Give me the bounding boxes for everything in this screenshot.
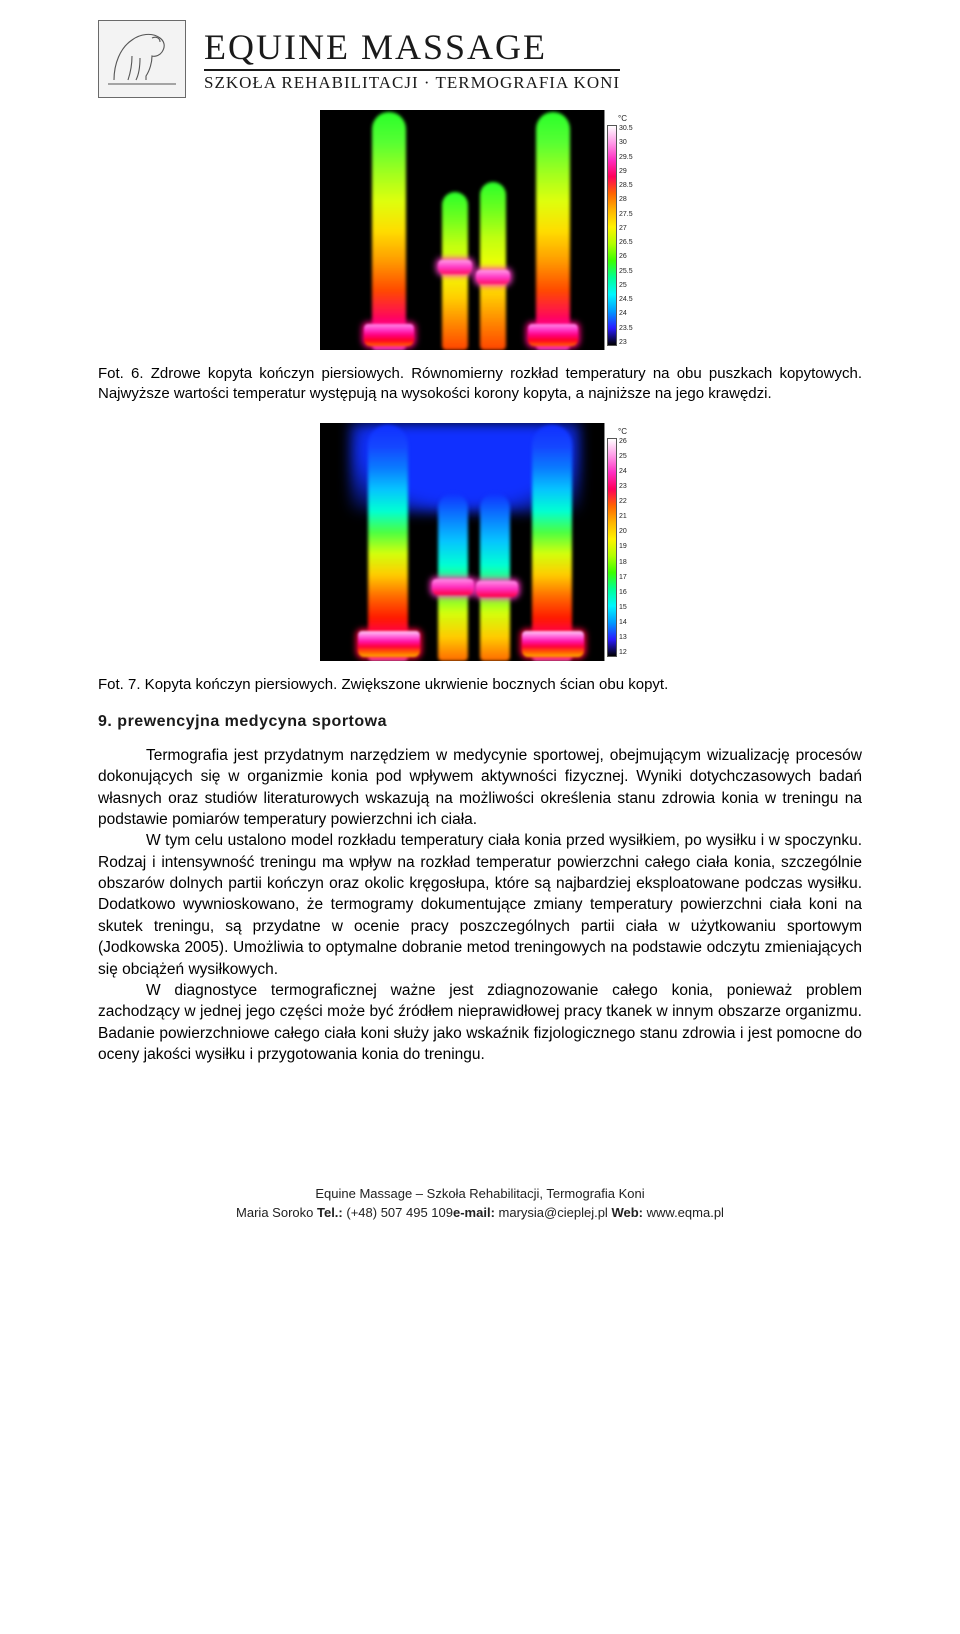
scale-tick: 25 xyxy=(619,282,638,289)
scale-gradient-bar xyxy=(607,125,617,346)
scale-tick: 24 xyxy=(619,468,638,475)
thermo-leg xyxy=(536,112,570,350)
thermo-hoof xyxy=(528,324,578,346)
thermogram-1: °C 30.5 30 29.5 29 28.5 28 27.5 27 26.5 26 25.5 25 2… xyxy=(320,110,640,350)
scale-tick: 22 xyxy=(619,498,638,505)
thermo-hoof xyxy=(522,631,584,657)
footer-email: marysia@cieplej.pl xyxy=(499,1205,608,1220)
scale-tick: 19 xyxy=(619,543,638,550)
header-text-block: EQUINE MASSAGE SZKOŁA REHABILITACJI · TE… xyxy=(204,26,620,93)
scale-tick-labels: 26 25 24 23 22 21 20 19 18 17 16 15 14 13 12 xyxy=(617,438,638,657)
scale-tick: 26 xyxy=(619,438,638,445)
figure-2-caption: Fot. 7. Kopyta kończyn piersiowych. Zwię… xyxy=(98,675,862,695)
scale-tick: 26 xyxy=(619,253,638,260)
scale-tick: 23 xyxy=(619,483,638,490)
thermo-hoof xyxy=(476,270,510,284)
footer-author: Maria Soroko xyxy=(236,1205,313,1220)
scale-tick: 25.5 xyxy=(619,268,638,275)
page-header: EQUINE MASSAGE SZKOŁA REHABILITACJI · TE… xyxy=(98,20,862,98)
scale-gradient-bar xyxy=(607,438,617,657)
thermo-leg xyxy=(438,493,468,661)
footer-web-label: Web: xyxy=(611,1205,643,1220)
page-footer: Equine Massage – Szkoła Rehabilitacji, T… xyxy=(98,1185,862,1223)
scale-tick: 23 xyxy=(619,339,638,346)
scale-tick: 27 xyxy=(619,225,638,232)
thermogram-1-scale: °C 30.5 30 29.5 29 28.5 28 27.5 27 26.5 26 25.5 25 2… xyxy=(604,110,640,350)
horse-logo-icon xyxy=(102,24,182,94)
footer-line-2: Maria Soroko Tel.: (+48) 507 495 109e-ma… xyxy=(98,1204,862,1223)
scale-tick: 12 xyxy=(619,649,638,656)
scale-tick: 14 xyxy=(619,619,638,626)
scale-tick: 26.5 xyxy=(619,239,638,246)
footer-tel: (+48) 507 495 109 xyxy=(346,1205,453,1220)
footer-tel-label: Tel.: xyxy=(317,1205,343,1220)
thermo-hoof xyxy=(432,579,474,595)
scale-tick: 28.5 xyxy=(619,182,638,189)
thermo-leg xyxy=(480,182,506,350)
figure-2-container: °C 26 25 24 23 22 21 20 19 18 17 16 15 14 13 12 xyxy=(98,423,862,661)
thermogram-2: °C 26 25 24 23 22 21 20 19 18 17 16 15 14 13 12 xyxy=(320,423,640,661)
header-subtitle: SZKOŁA REHABILITACJI · TERMOGRAFIA KONI xyxy=(204,69,620,93)
scale-tick: 16 xyxy=(619,589,638,596)
scale-tick: 30.5 xyxy=(619,125,638,132)
scale-tick: 17 xyxy=(619,574,638,581)
scale-tick: 25 xyxy=(619,453,638,460)
scale-tick: 24 xyxy=(619,310,638,317)
thermo-hoof xyxy=(358,631,420,657)
thermo-leg xyxy=(368,425,408,661)
scale-tick: 29 xyxy=(619,168,638,175)
scale-tick: 28 xyxy=(619,196,638,203)
scale-tick: 13 xyxy=(619,634,638,641)
thermo-hoof xyxy=(476,581,518,597)
scale-tick: 21 xyxy=(619,513,638,520)
scale-tick: 15 xyxy=(619,604,638,611)
footer-email-label: e-mail: xyxy=(453,1205,495,1220)
thermo-hoof xyxy=(438,260,472,274)
paragraph-3: W diagnostyce termograficznej ważne jest… xyxy=(98,980,862,1066)
thermo-leg xyxy=(372,112,406,350)
thermogram-2-scale: °C 26 25 24 23 22 21 20 19 18 17 16 15 14 13 12 xyxy=(604,423,640,661)
scale-unit-label: °C xyxy=(607,427,638,436)
scale-tick: 24.5 xyxy=(619,296,638,303)
footer-line-1: Equine Massage – Szkoła Rehabilitacji, T… xyxy=(98,1185,862,1204)
scale-tick: 30 xyxy=(619,139,638,146)
section-heading: 9. prewencyjna medycyna sportowa xyxy=(98,713,862,731)
thermo-leg xyxy=(480,493,510,661)
figure-1-container: °C 30.5 30 29.5 29 28.5 28 27.5 27 26.5 26 25.5 25 2… xyxy=(98,110,862,350)
thermogram-1-image xyxy=(320,110,604,350)
paragraph-1: Termografia jest przydatnym narzędziem w… xyxy=(98,745,862,831)
scale-tick: 18 xyxy=(619,559,638,566)
thermo-leg xyxy=(532,425,572,661)
document-page: EQUINE MASSAGE SZKOŁA REHABILITACJI · TE… xyxy=(0,0,960,1253)
header-logo xyxy=(98,20,186,98)
thermogram-2-image xyxy=(320,423,604,661)
header-title: EQUINE MASSAGE xyxy=(204,26,620,68)
scale-tick: 27.5 xyxy=(619,211,638,218)
scale-tick: 23.5 xyxy=(619,325,638,332)
scale-unit-label: °C xyxy=(607,114,638,123)
thermo-hoof xyxy=(364,324,414,346)
footer-web: www.eqma.pl xyxy=(647,1205,724,1220)
scale-tick: 29.5 xyxy=(619,154,638,161)
figure-1-caption: Fot. 6. Zdrowe kopyta kończyn piersiowyc… xyxy=(98,364,862,405)
scale-tick-labels: 30.5 30 29.5 29 28.5 28 27.5 27 26.5 26 25.5 25 24.5… xyxy=(617,125,638,346)
scale-tick: 20 xyxy=(619,528,638,535)
paragraph-2: W tym celu ustalono model rozkładu tempe… xyxy=(98,830,862,980)
